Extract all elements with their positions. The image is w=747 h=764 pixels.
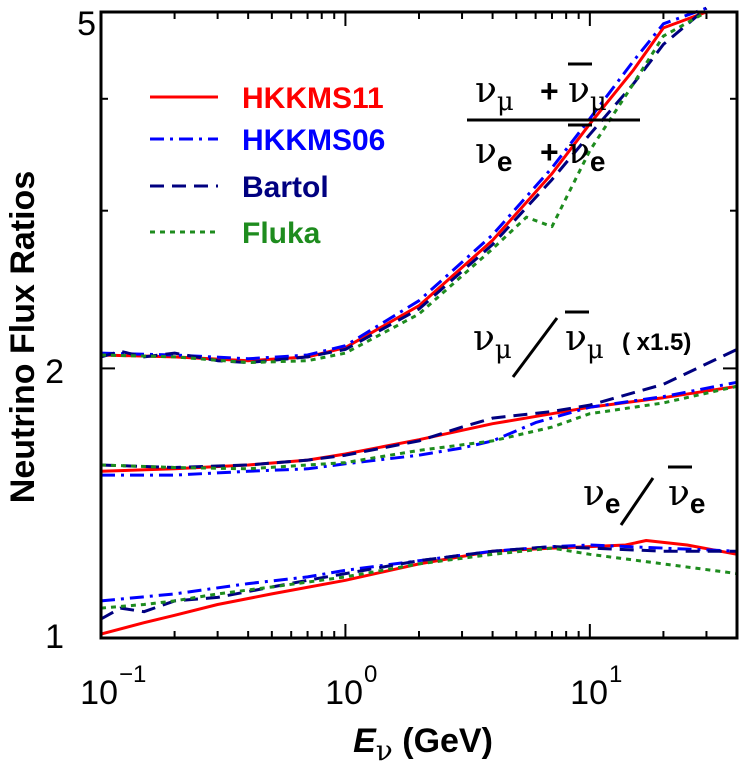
svg-text:10: 10 bbox=[325, 674, 363, 712]
svg-text:νμ: νμ bbox=[565, 318, 604, 365]
plot-lines bbox=[100, 6, 738, 636]
svg-text:νe: νe bbox=[568, 131, 605, 177]
svg-text:μνμ: μνμ bbox=[568, 70, 607, 117]
series-line-hkkms11-mu-over-e bbox=[100, 10, 708, 363]
series-line-fluka-mu-over-mubar bbox=[100, 384, 738, 471]
legend-label-bartol: Bartol bbox=[242, 171, 329, 204]
svg-text:+: + bbox=[540, 73, 559, 109]
legend: HKKMS11 HKKMS06 Bartol Fluka bbox=[150, 82, 385, 250]
svg-text:νμ: νμ bbox=[475, 70, 514, 117]
svg-text:νμ: νμ bbox=[473, 318, 512, 365]
svg-text:νe: νe bbox=[583, 473, 620, 519]
svg-text:( x1.5): ( x1.5) bbox=[622, 329, 691, 356]
legend-label-hkkms11: HKKMS11 bbox=[242, 82, 384, 115]
series-line-hkkms11-mu-over-mubar bbox=[100, 384, 738, 473]
series-line-bartol-e-over-ebar bbox=[100, 545, 737, 621]
svg-text:−1: −1 bbox=[119, 661, 146, 688]
axis-ticks bbox=[100, 11, 738, 639]
series-line-fluka-mu-over-e bbox=[100, 10, 708, 365]
legend-label-fluka: Fluka bbox=[242, 217, 321, 250]
svg-text:νe: νe bbox=[668, 473, 705, 519]
annotation-e-over-ebar: νe νe bbox=[583, 465, 705, 526]
x-tick-label-0.1: 10 −1 bbox=[80, 661, 146, 712]
series-line-hkkms06-e-over-ebar bbox=[100, 543, 738, 603]
y-axis-title: Neutrino Flux Ratios bbox=[4, 171, 42, 503]
x-tick-label-1: 10 0 bbox=[325, 661, 377, 712]
series-line-fluka-e-over-ebar bbox=[100, 546, 738, 610]
svg-text:10: 10 bbox=[80, 674, 118, 712]
svg-text:10: 10 bbox=[570, 674, 608, 712]
series-line-hkkms06-mu-over-mubar bbox=[101, 380, 738, 477]
annotation-mu-over-mubar: νμ νμ ( x1.5) bbox=[473, 310, 691, 378]
series-line-hkkms11-e-over-ebar bbox=[100, 539, 738, 636]
y-tick-label-5: 5 bbox=[77, 5, 96, 43]
series-line-hkkms06-mu-over-e bbox=[100, 6, 708, 361]
x-tick-label-10: 10 1 bbox=[570, 661, 622, 712]
svg-text:0: 0 bbox=[364, 661, 377, 688]
series-line-bartol-mu-over-e bbox=[100, 6, 708, 365]
y-tick-label-2: 2 bbox=[45, 353, 64, 391]
plot-frame bbox=[99, 10, 739, 640]
svg-text:+: + bbox=[540, 134, 559, 170]
series-line-bartol-mu-over-mubar bbox=[100, 348, 738, 469]
legend-label-hkkms06: HKKMS06 bbox=[242, 124, 385, 157]
annotation-mu-over-e: νμ + μνμ νe + νe bbox=[467, 62, 640, 177]
svg-text:νe: νe bbox=[475, 131, 512, 177]
y-tick-label-1: 1 bbox=[45, 618, 64, 656]
x-axis-title: Eν (GeV) bbox=[353, 722, 493, 764]
svg-text:1: 1 bbox=[609, 661, 622, 688]
